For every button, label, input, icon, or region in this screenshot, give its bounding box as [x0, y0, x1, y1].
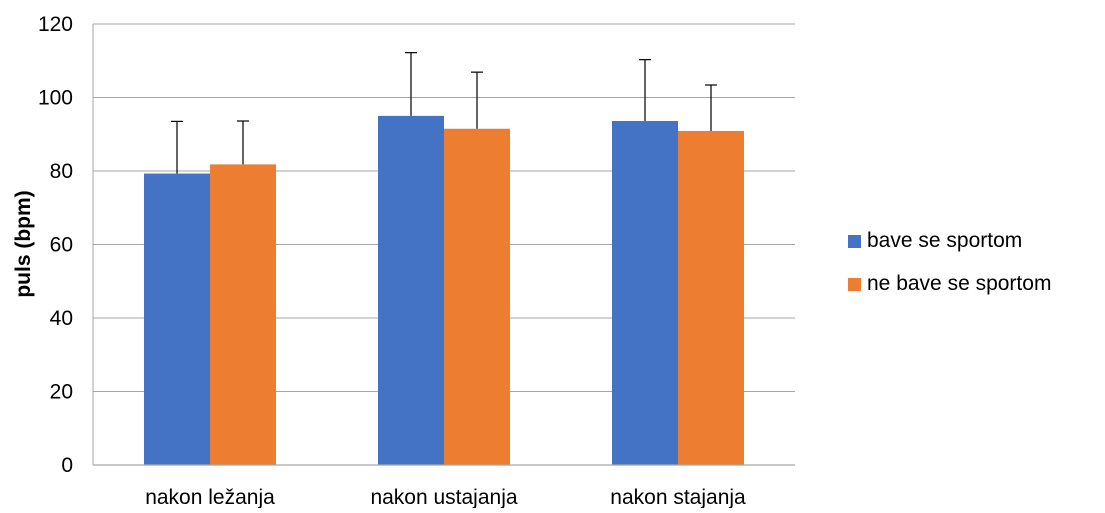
- y-tick-label-0: 0: [61, 454, 73, 477]
- x-tick-label-0: nakon ležanja: [145, 486, 275, 508]
- y-axis-label: puls (bpm): [12, 190, 35, 297]
- bar-1-0: [378, 115, 444, 465]
- x-tick-labels: nakon ležanja nakon ustajanja nakon stajan…: [145, 486, 746, 509]
- legend-item-series-0: bave se sportom: [848, 226, 1051, 256]
- axes: [92, 24, 795, 466]
- legend-swatch-1: [848, 277, 861, 291]
- bar-2-0: [612, 121, 678, 466]
- y-tick-label-6: 120: [38, 13, 73, 36]
- legend-item-series-1: ne bave se sportom: [848, 269, 1051, 299]
- bar-1-1: [444, 128, 510, 466]
- legend: bave se sportom ne bave se sportom: [848, 226, 1051, 312]
- bar-2-1: [678, 130, 744, 465]
- legend-label-1: ne bave se sportom: [867, 272, 1052, 295]
- legend-swatch-0: [848, 234, 861, 248]
- y-tick-label-5: 100: [38, 87, 73, 110]
- x-tick-label-1: nakon ustajanja: [370, 486, 517, 508]
- bar-0-0: [144, 173, 210, 465]
- y-tick-labels: 0 20 40 60 80 100 120: [38, 13, 73, 477]
- y-tick-label-2: 40: [50, 307, 73, 330]
- y-tick-label-4: 80: [50, 160, 73, 183]
- x-tick-label-2: nakon stajanja: [610, 486, 746, 508]
- bar-0-1: [210, 164, 276, 465]
- error-bars: [171, 52, 717, 174]
- y-tick-label-1: 20: [50, 381, 73, 404]
- y-tick-label-3: 60: [50, 234, 73, 257]
- bars: [144, 115, 744, 466]
- legend-label-0: bave se sportom: [867, 229, 1023, 252]
